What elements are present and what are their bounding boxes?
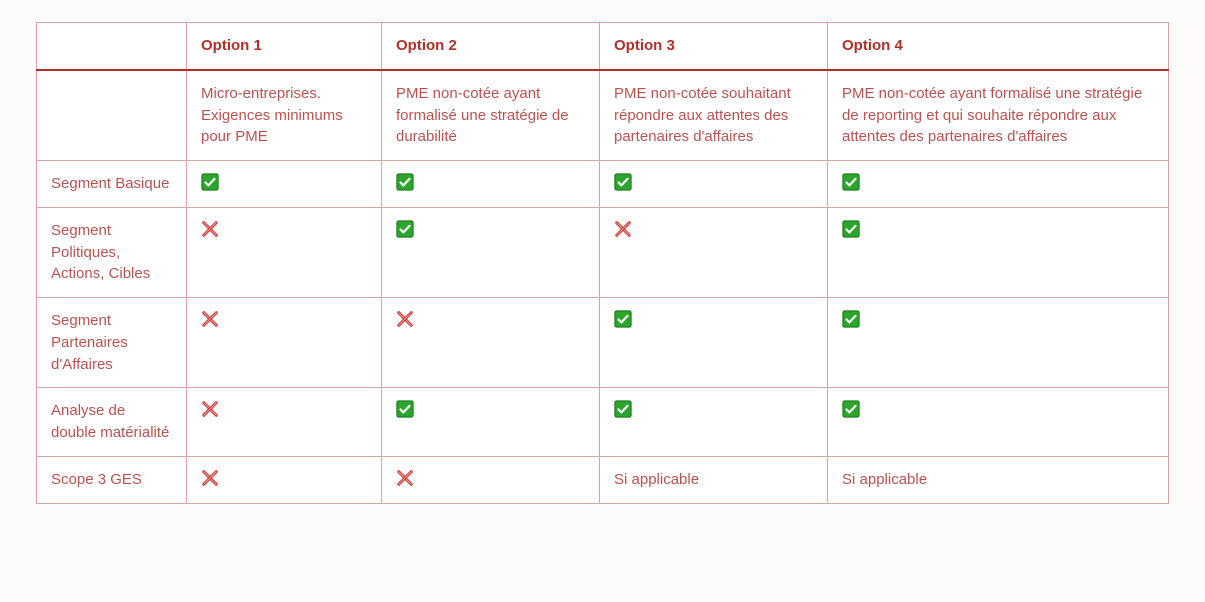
cross-icon <box>201 469 219 487</box>
cell-opt3 <box>600 298 828 388</box>
row-label: Segment Basique <box>37 161 187 208</box>
table-row: Segment Politiques, Actions, Cibles <box>37 207 1169 297</box>
desc-opt2: PME non-cotée ayant formalisé une straté… <box>382 70 600 161</box>
cell-opt4 <box>828 207 1169 297</box>
check-icon <box>842 400 860 418</box>
cell-text: Si applicable <box>614 471 699 488</box>
row-label: Analyse de double matérialité <box>37 388 187 457</box>
cell-opt2 <box>382 456 600 503</box>
cell-opt4 <box>828 161 1169 208</box>
check-icon <box>842 310 860 328</box>
description-row: Micro-entreprises. Exigences minimums po… <box>37 70 1169 161</box>
table-row: Scope 3 GES Si applicable Si applicable <box>37 456 1169 503</box>
cell-opt3 <box>600 388 828 457</box>
cell-text: Si applicable <box>842 471 927 488</box>
table-row: Analyse de double matérialité <box>37 388 1169 457</box>
row-label: Segment Partenaires d'Affaires <box>37 298 187 388</box>
cell-opt1 <box>187 207 382 297</box>
cell-opt1 <box>187 161 382 208</box>
desc-opt1: Micro-entreprises. Exigences minimums po… <box>187 70 382 161</box>
check-icon <box>396 400 414 418</box>
col-header-opt2: Option 2 <box>382 23 600 70</box>
desc-rowhdr-blank <box>37 70 187 161</box>
cell-opt1 <box>187 388 382 457</box>
check-icon <box>396 220 414 238</box>
cell-opt2 <box>382 161 600 208</box>
col-header-opt3: Option 3 <box>600 23 828 70</box>
cell-opt3 <box>600 207 828 297</box>
check-icon <box>396 173 414 191</box>
check-icon <box>614 310 632 328</box>
cross-icon <box>396 469 414 487</box>
cross-icon <box>614 220 632 238</box>
check-icon <box>842 173 860 191</box>
cell-opt1 <box>187 298 382 388</box>
check-icon <box>614 400 632 418</box>
desc-opt4: PME non-cotée ayant formalisé une straté… <box>828 70 1169 161</box>
table-row: Segment Partenaires d'Affaires <box>37 298 1169 388</box>
cell-opt1 <box>187 456 382 503</box>
cell-opt3: Si applicable <box>600 456 828 503</box>
table-body: Micro-entreprises. Exigences minimums po… <box>37 70 1169 503</box>
col-header-opt1: Option 1 <box>187 23 382 70</box>
cell-opt3 <box>600 161 828 208</box>
cell-opt4: Si applicable <box>828 456 1169 503</box>
cell-opt4 <box>828 388 1169 457</box>
check-icon <box>842 220 860 238</box>
cell-opt2 <box>382 207 600 297</box>
cell-opt2 <box>382 298 600 388</box>
cross-icon <box>201 310 219 328</box>
check-icon <box>614 173 632 191</box>
options-comparison-table: Option 1 Option 2 Option 3 Option 4 Micr… <box>36 22 1169 504</box>
table-header-row: Option 1 Option 2 Option 3 Option 4 <box>37 23 1169 70</box>
col-header-blank <box>37 23 187 70</box>
desc-opt3: PME non-cotée souhaitant répondre aux at… <box>600 70 828 161</box>
cell-opt4 <box>828 298 1169 388</box>
cross-icon <box>201 220 219 238</box>
row-label: Scope 3 GES <box>37 456 187 503</box>
cell-opt2 <box>382 388 600 457</box>
cross-icon <box>201 400 219 418</box>
row-label: Segment Politiques, Actions, Cibles <box>37 207 187 297</box>
check-icon <box>201 173 219 191</box>
col-header-opt4: Option 4 <box>828 23 1169 70</box>
table-row: Segment Basique <box>37 161 1169 208</box>
cross-icon <box>396 310 414 328</box>
